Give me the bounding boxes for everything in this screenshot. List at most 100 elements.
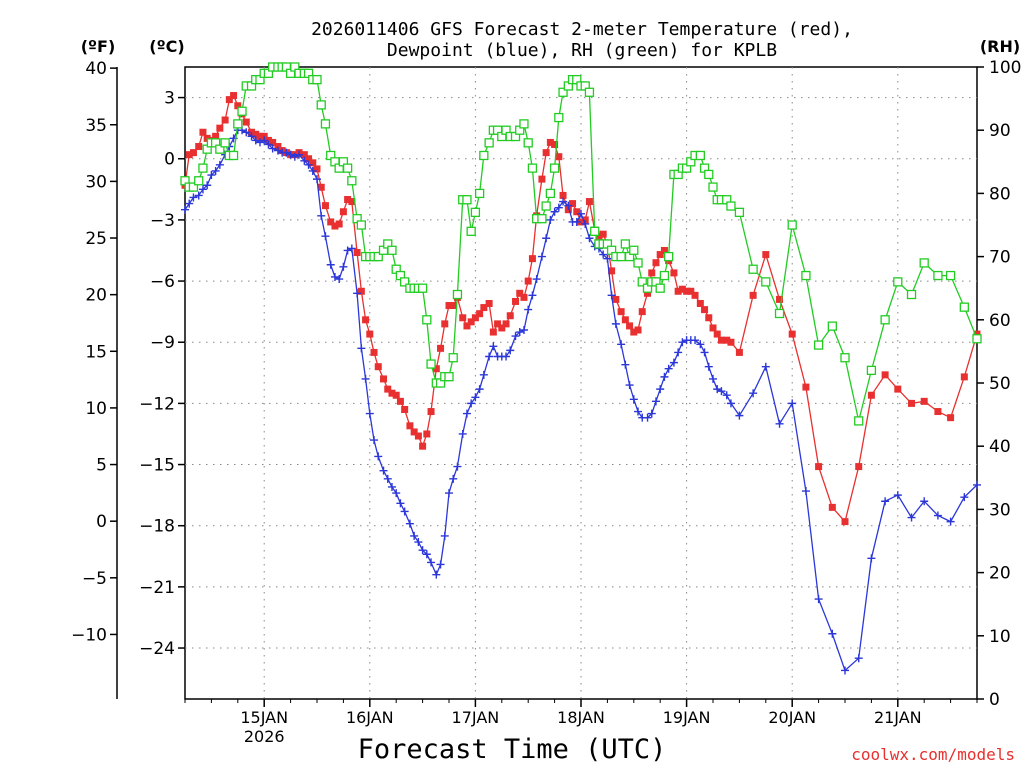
- humidity-marker: [527, 163, 538, 173]
- temperature-marker: [595, 232, 603, 240]
- series-line: [184, 65, 978, 422]
- temperature-marker: [384, 385, 392, 393]
- rh-unit-label: (RH): [980, 37, 1020, 56]
- temperature-marker: [546, 138, 554, 146]
- temperature-marker: [498, 324, 506, 332]
- temperature-marker: [374, 363, 382, 371]
- dewpoint-marker: [542, 234, 551, 243]
- temperature-marker: [216, 124, 224, 132]
- celsius-tick-label: −15: [139, 456, 175, 476]
- celsius-unit-label: (ºC): [149, 37, 184, 56]
- temperature-marker: [634, 326, 642, 334]
- humidity-marker: [462, 195, 472, 205]
- dewpoint-marker: [251, 136, 260, 145]
- dewpoint-marker: [260, 136, 269, 145]
- rh-tick-label: 90: [989, 121, 1011, 141]
- dewpoint-marker: [554, 203, 563, 212]
- dewpoint-marker: [801, 487, 810, 496]
- dewpoint-marker: [405, 519, 414, 528]
- x-tick-label: 16JAN: [346, 708, 394, 727]
- temperature-marker: [467, 318, 475, 326]
- series-1: [181, 126, 981, 675]
- humidity-marker: [774, 308, 785, 319]
- dewpoint-marker: [445, 489, 453, 498]
- rh-tick-label: 20: [989, 564, 1011, 584]
- temperature-marker: [670, 269, 678, 277]
- humidity-marker: [708, 182, 718, 192]
- temperature-marker: [459, 314, 467, 322]
- dewpoint-marker: [410, 531, 419, 540]
- rh-tick-label: 40: [989, 437, 1011, 457]
- dewpoint-marker: [432, 570, 441, 579]
- dewpoint-marker: [621, 360, 630, 369]
- temperature-marker: [463, 322, 471, 330]
- temperature-marker: [480, 304, 488, 312]
- temperature-marker: [230, 92, 238, 100]
- dewpoint-marker: [599, 250, 608, 259]
- dewpoint-marker: [453, 462, 462, 471]
- dewpoint-marker: [828, 629, 837, 638]
- humidity-marker: [537, 214, 547, 224]
- dewpoint-marker: [933, 511, 942, 520]
- humidity-marker: [545, 188, 556, 199]
- dewpoint-marker: [726, 399, 735, 408]
- temperature-marker: [894, 385, 902, 393]
- temperature-marker: [569, 200, 577, 208]
- temperature-marker: [432, 365, 440, 373]
- dewpoint-marker: [353, 289, 362, 298]
- dewpoint-marker: [207, 171, 216, 180]
- dewpoint-marker: [691, 336, 700, 345]
- humidity-marker: [312, 74, 322, 85]
- humidity-marker: [347, 176, 357, 186]
- dewpoint-marker: [339, 262, 348, 271]
- dewpoint-marker: [268, 144, 277, 153]
- series-layer: [180, 62, 982, 675]
- humidity-marker: [893, 277, 903, 287]
- temperature-marker: [494, 320, 502, 328]
- fahrenheit-tick-label: −5: [82, 569, 107, 589]
- fahrenheit-tick-label: 25: [85, 229, 107, 249]
- fahrenheit-tick-label: 20: [85, 286, 107, 306]
- temperature-marker: [638, 308, 646, 316]
- humidity-marker: [787, 220, 797, 230]
- celsius-tick-label: −6: [150, 272, 175, 292]
- humidity-marker: [933, 270, 943, 281]
- humidity-marker: [584, 87, 595, 97]
- temperature-marker: [691, 291, 699, 299]
- temperature-marker: [516, 289, 524, 297]
- humidity-marker: [228, 150, 239, 161]
- dewpoint-marker: [489, 342, 498, 351]
- temperature-marker: [960, 373, 968, 381]
- humidity-marker: [549, 163, 560, 173]
- temperature-marker: [713, 330, 721, 338]
- humidity-marker: [972, 334, 982, 344]
- dewpoint-marker: [313, 175, 321, 184]
- temperature-marker: [309, 159, 317, 167]
- dewpoint-marker: [347, 244, 356, 253]
- dewpoint-marker: [625, 381, 634, 390]
- dewpoint-marker: [300, 156, 309, 165]
- dewpoint-marker: [255, 138, 264, 147]
- dewpoint-marker: [436, 560, 445, 569]
- temperature-marker: [305, 155, 313, 163]
- temperature-marker: [437, 344, 445, 352]
- temperature-marker: [380, 375, 388, 383]
- dewpoint-marker: [946, 517, 955, 526]
- celsius-tick-label: 0: [164, 150, 175, 170]
- x-axis-label: Forecast Time (UTC): [358, 734, 667, 765]
- rh-tick-label: 50: [989, 374, 1011, 394]
- humidity-marker: [659, 270, 670, 281]
- fahrenheit-tick-label: 40: [85, 59, 107, 79]
- humidity-marker: [945, 270, 956, 281]
- temperature-marker: [802, 383, 810, 391]
- humidity-marker: [748, 264, 758, 274]
- humidity-marker: [194, 176, 204, 186]
- dewpoint-marker: [581, 219, 590, 228]
- fahrenheit-tick-label: −10: [71, 625, 107, 645]
- temperature-marker: [362, 316, 370, 324]
- temperature-marker: [427, 408, 435, 416]
- temperature-marker: [274, 143, 282, 151]
- dewpoint-marker: [211, 166, 220, 175]
- dewpoint-marker: [564, 201, 573, 210]
- dewpoint-marker: [664, 364, 673, 373]
